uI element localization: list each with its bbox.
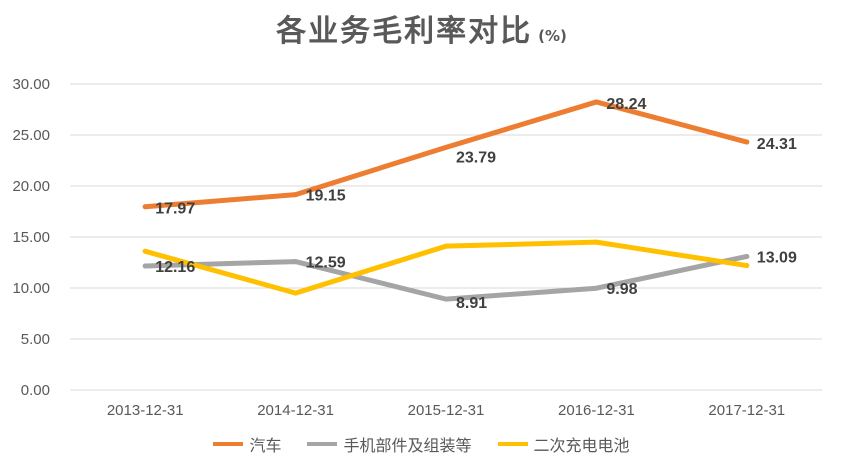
x-tick-label-1: 2014-12-31 (257, 402, 334, 419)
data-label-series-1-1: 12.59 (306, 255, 346, 272)
series-0-point-3 (593, 99, 599, 105)
data-label-series-0-3: 28.24 (606, 96, 646, 113)
series-1-point-2 (443, 296, 449, 302)
legend-swatch-0 (213, 442, 244, 446)
series-2-point-2 (443, 243, 449, 249)
data-label-series-0-0: 17.97 (155, 201, 195, 218)
legend-label-0: 汽车 (249, 436, 282, 455)
legend-label-1: 手机部件及组装等 (343, 436, 472, 455)
legend-item-2: 二次充电电池 (497, 432, 630, 456)
y-tick-label-2: 10.00 (12, 280, 50, 297)
series-line-2 (142, 239, 750, 296)
x-tick-label-2: 2015-12-31 (408, 402, 485, 419)
y-tick-label-5: 25.00 (12, 127, 50, 144)
series-2-point-1 (293, 290, 299, 296)
series-0-point-0 (142, 204, 148, 210)
chart-legend: 汽车 手机部件及组装等 二次充电电池 (0, 432, 843, 456)
data-label-series-1-0: 12.16 (155, 259, 195, 276)
chart-title-text: 各业务毛利率对比 (276, 14, 533, 49)
series-0-point-2 (443, 144, 449, 150)
legend-swatch-1 (307, 442, 338, 446)
y-tick-label-1: 5.00 (21, 331, 50, 348)
x-tick-label-0: 2013-12-31 (107, 402, 184, 419)
series-2-point-3 (593, 239, 599, 245)
legend-label-2: 二次充电电池 (533, 436, 630, 455)
data-label-series-1-2: 8.91 (456, 295, 487, 312)
data-label-series-0-2: 23.79 (456, 149, 496, 166)
y-tick-label-4: 20.00 (12, 178, 50, 195)
y-tick-label-6: 30.00 (12, 76, 50, 93)
data-label-series-0-1: 19.15 (306, 188, 346, 205)
y-tick-label-3: 15.00 (12, 229, 50, 246)
x-tick-label-4: 2017-12-31 (708, 402, 785, 419)
series-0-point-4 (744, 139, 750, 145)
y-tick-label-0: 0.00 (21, 382, 50, 399)
legend-item-1: 手机部件及组装等 (307, 432, 472, 456)
legend-swatch-2 (497, 442, 528, 446)
data-label-series-1-4: 13.09 (757, 249, 797, 266)
series-1-point-3 (593, 285, 599, 291)
series-1-point-0 (142, 263, 148, 269)
legend-item-0: 汽车 (213, 432, 281, 456)
series-0-point-1 (293, 192, 299, 198)
series-1-point-4 (744, 253, 750, 259)
series-2-point-4 (744, 263, 750, 269)
x-tick-label-3: 2016-12-31 (558, 402, 635, 419)
chart-title-unit: (%) (538, 27, 567, 45)
series-1-point-1 (293, 259, 299, 265)
series-line-0 (142, 99, 750, 210)
series-2-point-0 (142, 248, 148, 254)
data-label-series-1-3: 9.98 (606, 281, 637, 298)
chart-title: 各业务毛利率对比 (%) (0, 6, 843, 50)
data-label-series-0-4: 24.31 (757, 136, 797, 153)
